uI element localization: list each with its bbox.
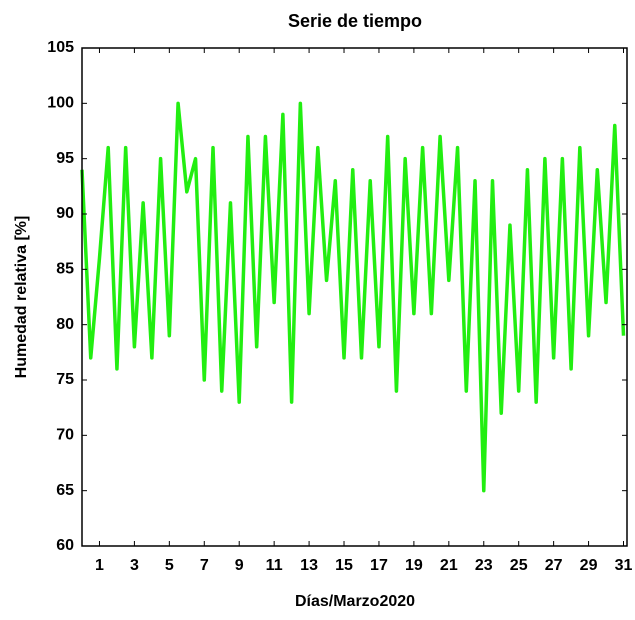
- x-tick-label: 7: [200, 557, 209, 574]
- x-tick-label: 15: [335, 557, 353, 574]
- chart-title: Serie de tiempo: [288, 11, 422, 31]
- x-tick-label: 17: [370, 557, 388, 574]
- y-tick-label: 85: [56, 261, 74, 278]
- y-tick-label: 70: [56, 427, 74, 444]
- y-tick-label: 95: [56, 150, 74, 167]
- x-tick-label: 9: [235, 557, 244, 574]
- data-line: [80, 101, 626, 493]
- x-tick-label: 3: [130, 557, 139, 574]
- x-tick-label: 11: [266, 557, 283, 574]
- x-axis-label: Días/Marzo2020: [295, 593, 415, 610]
- y-tick-label: 90: [56, 205, 74, 222]
- y-tick-label: 75: [56, 371, 74, 388]
- y-tick-label: 100: [47, 95, 74, 112]
- x-tick-label: 29: [580, 557, 598, 574]
- x-tick-label: 23: [475, 557, 493, 574]
- x-tick-label: 21: [440, 557, 458, 574]
- x-tick-label: 1: [95, 557, 104, 574]
- x-tick-label: 13: [300, 557, 318, 574]
- x-tick-label: 19: [405, 557, 423, 574]
- y-tick-label: 60: [56, 537, 74, 554]
- plot-frame: [81, 47, 628, 547]
- y-tick-label: 105: [47, 39, 74, 56]
- y-tick-label: 80: [56, 316, 74, 333]
- x-tick-label: 25: [510, 557, 528, 574]
- x-tick-label: 5: [165, 557, 174, 574]
- y-axis-label: Humedad relativa [%]: [13, 216, 30, 379]
- x-tick-label: 27: [545, 557, 563, 574]
- y-tick-label: 65: [56, 482, 74, 499]
- x-tick-label: 31: [615, 557, 633, 574]
